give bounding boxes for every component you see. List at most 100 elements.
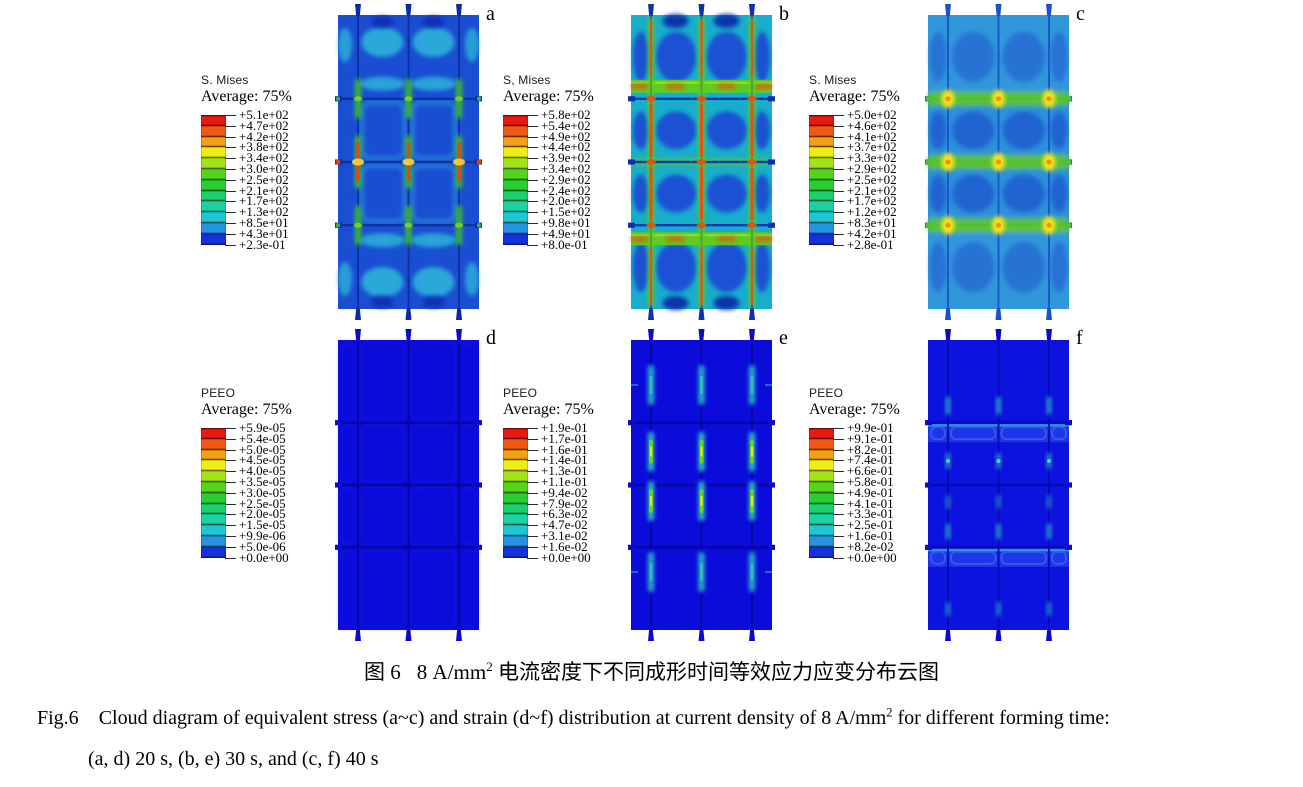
legend-value: +9.9e-06 [239, 528, 286, 544]
legend-colorbar: +5.0e+02 +4.6e+02 +4.1e+02 +3.7e+02 +3.3e+02… [809, 108, 939, 251]
colorbar-swatch [201, 428, 226, 439]
colorbar-tick [833, 244, 844, 246]
colorbar-tick [225, 536, 236, 537]
legend-value: +6.6e-01 [847, 463, 894, 479]
legend-field-label: S. Mises [201, 73, 249, 87]
colorbar-tick [527, 201, 538, 203]
legend-value: +4.0e-05 [239, 463, 286, 479]
legend-value: +3.4e+02 [239, 150, 289, 166]
legend-value: +1.6e-01 [847, 528, 894, 544]
legend-value: +7.9e-02 [541, 495, 588, 511]
legend-value: +1.4e-01 [541, 452, 588, 468]
panel-letter-c: c [1076, 3, 1085, 25]
colorbar-tick [527, 179, 538, 181]
colorbar-swatch [201, 438, 226, 450]
colorbar-tick [527, 125, 538, 127]
legend-colorbar: +5.8e+02 +5.4e+02 +4.9e+02 +4.4e+02 +3.9e+02… [503, 108, 633, 251]
colorbar-swatch [809, 147, 834, 159]
colorbar-tick [527, 492, 538, 494]
legend-value: +4.7e+02 [239, 118, 289, 134]
legend-field-label: S, Mises [503, 73, 551, 87]
legend-value: +9.8e+01 [541, 215, 591, 231]
legend-value: +2.9e+02 [847, 161, 897, 177]
legend-value: +4.5e-05 [239, 452, 286, 468]
legend-value: +5.0e-06 [239, 539, 286, 555]
legend-value: +5.0e+02 [847, 107, 897, 123]
legend-c: S. Mises Average: 75% +5.0e+02 +4.6e+02 +4.1… [809, 73, 949, 251]
colorbar-swatch [503, 223, 528, 234]
legend-value: +3.5e-05 [239, 474, 286, 490]
colorbar-swatch [809, 190, 834, 202]
colorbar-swatch [503, 158, 528, 169]
colorbar-tick [527, 115, 538, 116]
colorbar-tick [225, 449, 236, 451]
legend-d: PEEO Average: 75% +5.9e-05 +5.4e-05 +5.0e-05… [201, 386, 341, 564]
legend-value: +5.8e+02 [541, 107, 591, 123]
colorbar-swatch [809, 125, 834, 137]
legend-value: +1.3e+02 [239, 204, 289, 220]
colorbar-tick [225, 514, 236, 516]
colorbar-swatch [503, 147, 528, 159]
legend-value: +7.4e-01 [847, 452, 894, 468]
colorbar-tick [225, 503, 236, 505]
colorbar-tick [833, 190, 844, 192]
legend-value: +9.4e-02 [541, 485, 588, 501]
colorbar-swatch [809, 428, 834, 439]
colorbar-tick [833, 158, 844, 160]
colorbar-tick [833, 438, 844, 440]
colorbar-tick [527, 428, 538, 429]
caption-zh-unit: 8 A/mm [416, 660, 487, 684]
colorbar-tick [527, 244, 538, 246]
colorbar-tick [225, 179, 236, 181]
colorbar-tick [833, 201, 844, 203]
colorbar-tick [527, 503, 538, 505]
colorbar-tick [527, 557, 538, 559]
legend-value: +9.9e-01 [847, 420, 894, 436]
colorbar-tick [527, 169, 538, 170]
legend-value: +1.3e-01 [541, 463, 588, 479]
colorbar-tick [225, 212, 236, 214]
colorbar-tick [225, 460, 236, 462]
caption-english-line1: Fig.6 Cloud diagram of equivalent stress … [37, 706, 1110, 730]
colorbar-tick [833, 449, 844, 451]
colorbar-swatch [503, 233, 528, 245]
colorbar-tick [225, 428, 236, 429]
legend-value: +3.8e+02 [239, 139, 289, 155]
legend-value: +3.0e+02 [239, 161, 289, 177]
colorbar-tick [833, 115, 844, 116]
legend-field-label: S. Mises [809, 73, 857, 87]
legend-average-label: Average: 75% [503, 401, 594, 418]
colorbar-tick [833, 125, 844, 127]
colorbar-swatch [503, 525, 528, 536]
legend-value: +2.3e-01 [239, 236, 286, 252]
colorbar-tick [225, 244, 236, 246]
colorbar-tick [527, 212, 538, 214]
colorbar-tick [225, 546, 236, 548]
caption-en-text: Cloud diagram of equivalent stress (a~c)… [98, 707, 887, 729]
legend-value: +4.9e+01 [541, 226, 591, 242]
colorbar-swatch [809, 460, 834, 472]
colorbar-swatch [201, 233, 226, 245]
colorbar-swatch [809, 471, 834, 482]
legend-value: +5.8e-01 [847, 474, 894, 490]
panel-letter-d: d [486, 327, 496, 349]
colorbar-swatch [809, 449, 834, 461]
legend-value: +1.7e-01 [541, 431, 588, 447]
legend-value: +3.0e-05 [239, 485, 286, 501]
colorbar-tick [225, 438, 236, 440]
colorbar-swatch [503, 536, 528, 547]
colorbar-swatch [201, 190, 226, 202]
colorbar-swatch [809, 514, 834, 526]
legend-colorbar: +5.1e+02 +4.7e+02 +4.2e+02 +3.8e+02 +3.4e+02… [201, 108, 331, 251]
caption-en-fig-label: Fig.6 [37, 707, 79, 729]
colorbar-tick [527, 147, 538, 149]
colorbar-tick [225, 525, 236, 527]
colorbar-swatch [201, 460, 226, 472]
colorbar-swatch [503, 190, 528, 202]
colorbar-tick [833, 179, 844, 181]
legend-e: PEEO Average: 75% +1.9e-01 +1.7e-01 +1.6e-01… [503, 386, 643, 564]
colorbar-tick [527, 438, 538, 440]
colorbar-swatch [503, 503, 528, 515]
colorbar-tick [833, 557, 844, 559]
colorbar-tick [225, 492, 236, 494]
